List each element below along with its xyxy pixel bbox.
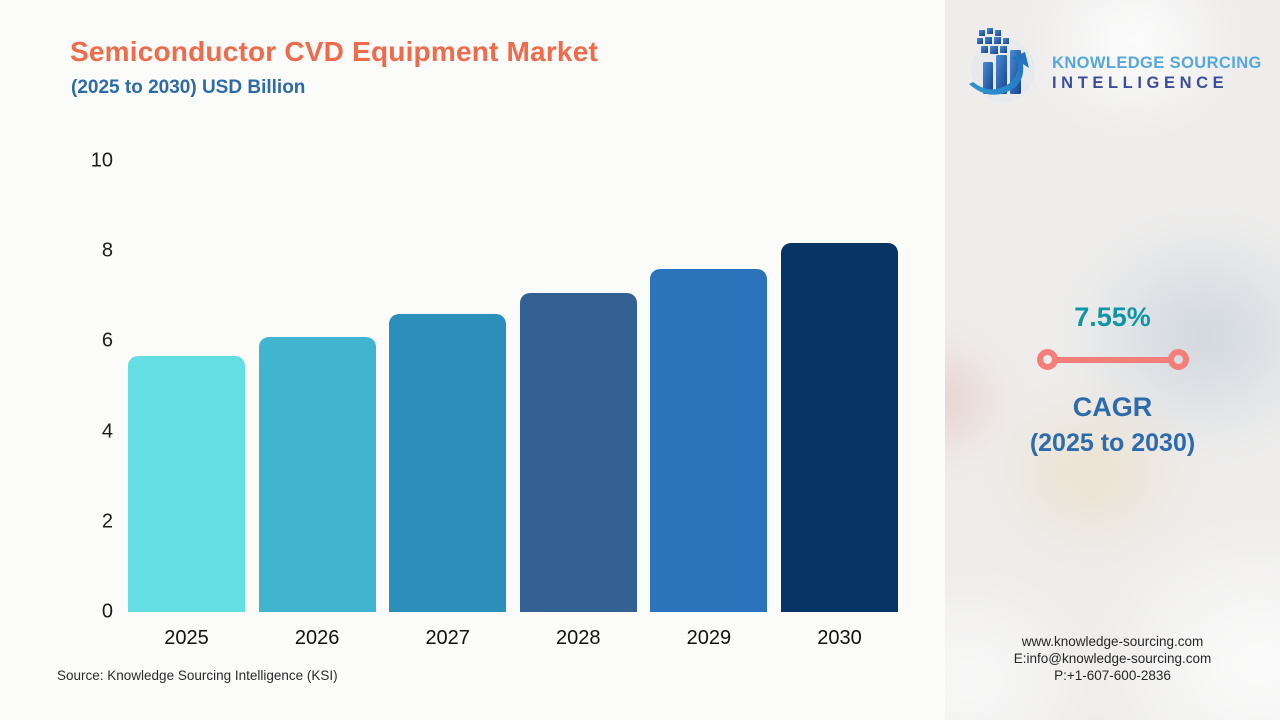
cagr-label: CAGR: [1072, 392, 1153, 422]
source-note: Source: Knowledge Sourcing Intelligence …: [57, 668, 338, 683]
x-axis-label: 2027: [425, 627, 470, 649]
x-axis-label: 2026: [294, 627, 340, 649]
connector-dot-right: [1167, 349, 1189, 370]
logo-line2: INTELLIGENCE: [1052, 73, 1229, 92]
company-logo: KNOWLEDGE SOURCING INTELLIGENCE: [963, 22, 1262, 113]
x-axis-label: 2030: [817, 627, 862, 649]
page-title: Semiconductor CVD Equipment Market: [70, 36, 598, 67]
chart-section: Semiconductor CVD Equipment Market (2025…: [0, 36, 898, 683]
connector-line: [1055, 356, 1170, 363]
bar-column: 2028: [519, 161, 637, 649]
y-tick-label: 2: [101, 510, 113, 533]
cagr-block: 7.55% CAGR (2025 to 2030): [945, 302, 1280, 458]
logo-text: KNOWLEDGE SOURCING INTELLIGENCE: [1052, 42, 1262, 93]
x-axis-label: 2028: [556, 627, 601, 649]
y-tick-label: 0: [101, 600, 113, 623]
y-tick-label: 10: [90, 149, 113, 172]
contact-phone: P:+1-607-600-2836: [1054, 668, 1171, 684]
bar-2029: [650, 269, 768, 612]
x-axis-label: 2029: [686, 627, 732, 649]
bar-column: 2025: [128, 161, 245, 649]
cagr-period: (2025 to 2030): [1029, 429, 1196, 457]
y-tick-label: 8: [101, 239, 113, 262]
bar-column: 2030: [780, 161, 898, 649]
connector-dot-left: [1036, 349, 1058, 370]
brand-panel: KNOWLEDGE SOURCING INTELLIGENCE 7.55% CA…: [945, 0, 1280, 720]
contact-block: www.knowledge-sourcing.com E:info@knowle…: [945, 633, 1280, 684]
cagr-connector-graphic: [1036, 349, 1189, 370]
contact-website: www.knowledge-sourcing.com: [1021, 634, 1204, 649]
x-axis-label: 2025: [164, 627, 209, 649]
y-tick-label: 6: [101, 329, 113, 352]
bar-2030: [780, 243, 898, 612]
bar-2025: [128, 355, 245, 612]
bar-2027: [389, 314, 507, 612]
logo-line1: KNOWLEDGE SOURCING: [1052, 54, 1262, 73]
bar-2028: [519, 293, 637, 612]
bar-column: 2026: [258, 161, 376, 649]
plot-area: 2025 2026 2027 2028 2029 2030: [128, 161, 898, 649]
bar-chart-globe-arrow-icon: [963, 22, 1045, 113]
bar-column: 2027: [389, 161, 507, 649]
bar-column: 2029: [650, 161, 768, 649]
bar-2026: [258, 336, 376, 612]
page-subtitle: (2025 to 2030) USD Billion: [71, 77, 306, 98]
y-axis: 0 2 4 6 8 10: [0, 150, 113, 623]
contact-email: E:info@knowledge-sourcing.com: [1013, 651, 1212, 667]
y-tick-label: 4: [101, 420, 113, 443]
cagr-value: 7.55%: [1074, 302, 1151, 332]
